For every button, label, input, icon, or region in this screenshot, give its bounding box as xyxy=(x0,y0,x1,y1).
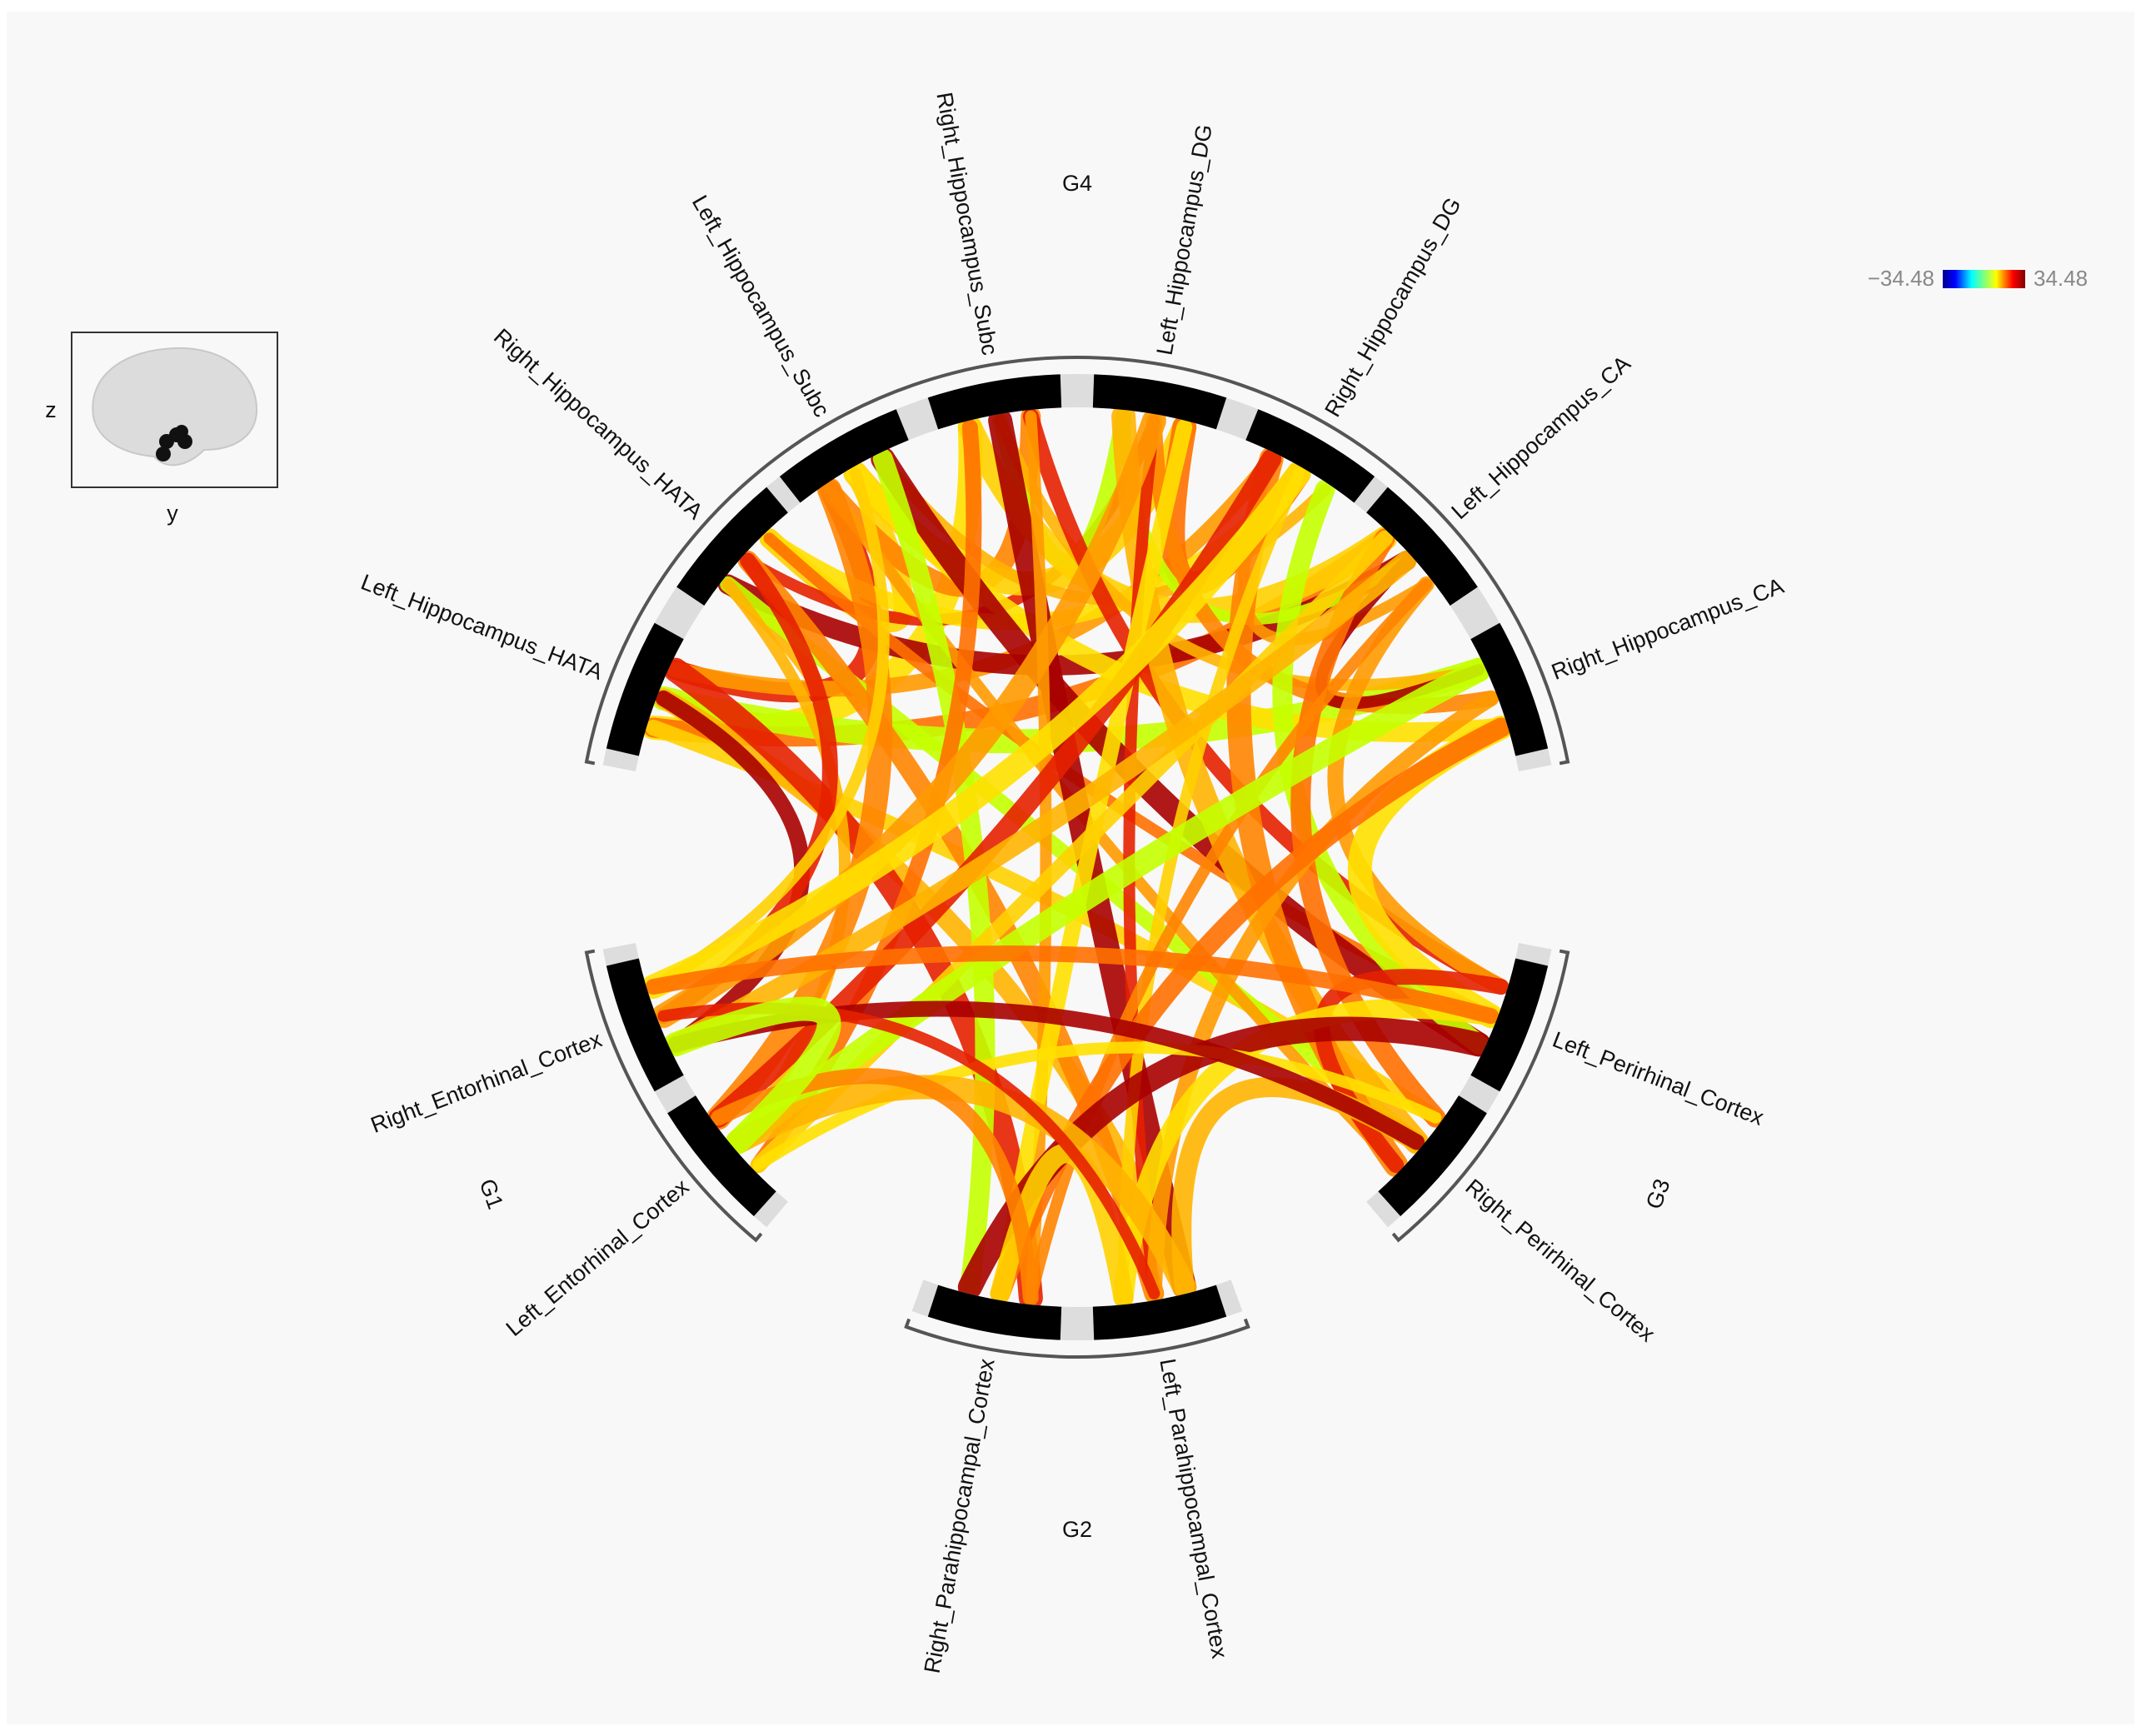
roi-dot xyxy=(175,425,188,438)
node-segment xyxy=(1092,1285,1227,1340)
node-segment xyxy=(1092,374,1227,430)
group-bracket xyxy=(584,949,763,1243)
node-segment xyxy=(667,1095,776,1217)
colorbar-gradient xyxy=(1943,270,2025,288)
group-bracket xyxy=(584,355,1570,766)
node-segment xyxy=(1470,622,1549,756)
colorbar-min: −34.48 xyxy=(1868,266,1934,291)
colorbar: −34.48 34.48 xyxy=(1868,266,2088,291)
chord xyxy=(752,1041,1442,1171)
chord xyxy=(992,419,1193,1302)
node-segment xyxy=(1365,486,1478,606)
chord xyxy=(1145,690,1500,1302)
inset-axis-label: z xyxy=(45,397,57,422)
colorbar-max: 34.48 xyxy=(2034,266,2088,291)
node-segment xyxy=(1245,409,1375,503)
chord xyxy=(708,448,1282,1128)
node-segment xyxy=(676,486,789,606)
group-bracket xyxy=(1391,949,1570,1243)
chord xyxy=(1117,467,1305,1304)
group-label: G2 xyxy=(1062,1517,1092,1542)
chords xyxy=(641,404,1514,1310)
node-segment xyxy=(779,409,909,503)
chord xyxy=(641,461,1311,1000)
chord xyxy=(725,657,1491,1155)
node-segment xyxy=(1378,1095,1487,1217)
chord xyxy=(1111,404,1430,1155)
node-segment xyxy=(927,1285,1062,1340)
chord xyxy=(1025,578,1433,1304)
brain-inset: z y xyxy=(45,332,278,526)
node-segment xyxy=(606,622,684,756)
group-label: G4 xyxy=(1062,171,1092,196)
node-segment xyxy=(1470,958,1549,1092)
chord xyxy=(651,408,1166,1029)
roi-dot xyxy=(156,446,171,461)
group-bracket xyxy=(904,1318,1250,1359)
chord xyxy=(994,415,1485,691)
node-segment xyxy=(927,374,1062,430)
node-segment xyxy=(606,958,684,1092)
chord xyxy=(706,477,893,1130)
chord xyxy=(1022,408,1510,995)
brain-outline xyxy=(92,347,258,466)
chord xyxy=(647,467,890,993)
inset-axis-label: y xyxy=(167,501,178,526)
chord xyxy=(663,996,841,1155)
chord xyxy=(1327,576,1510,995)
chord xyxy=(725,1075,1197,1300)
chord xyxy=(645,945,1500,1025)
chord xyxy=(665,551,1417,1055)
